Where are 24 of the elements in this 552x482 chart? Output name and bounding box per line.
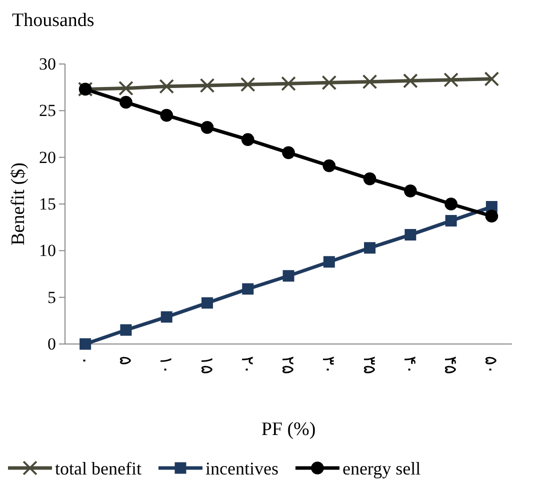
y-tick-label: 5 xyxy=(48,288,56,307)
y-tick-label: 25 xyxy=(39,101,56,120)
y-tick-label: 0 xyxy=(48,334,56,354)
x-tick-label: ۰ xyxy=(75,356,94,365)
x-tick-label: ۱۵ xyxy=(197,356,216,374)
legend-label: incentives xyxy=(205,458,278,478)
x-tick-label: ۳۰ xyxy=(319,356,338,374)
legend-label: total benefit xyxy=(55,458,142,478)
legend-label: energy sell xyxy=(342,458,421,478)
text: Thousands xyxy=(12,10,94,31)
x-tick-label: ۲۰ xyxy=(238,356,257,374)
x-tick-label: ۴۵ xyxy=(441,356,460,374)
x-tick-label: ۵۰ xyxy=(482,356,501,374)
y-axis-title: Benefit ($) xyxy=(8,162,29,246)
x-tick-label: ۲۵ xyxy=(278,356,298,374)
y-tick-label: 20 xyxy=(39,148,56,167)
y-tick-label: 30 xyxy=(39,54,56,74)
x-tick-label: ۴۰ xyxy=(400,356,420,374)
y-tick-label: 10 xyxy=(39,241,56,260)
y-tick-label: 15 xyxy=(39,194,56,214)
x-tick-label: ۵ xyxy=(116,356,136,365)
x-axis-title: PF (%) xyxy=(261,419,316,440)
x-tick-label: ۳۵ xyxy=(360,356,379,374)
x-tick-label: ۱۰ xyxy=(156,356,176,374)
